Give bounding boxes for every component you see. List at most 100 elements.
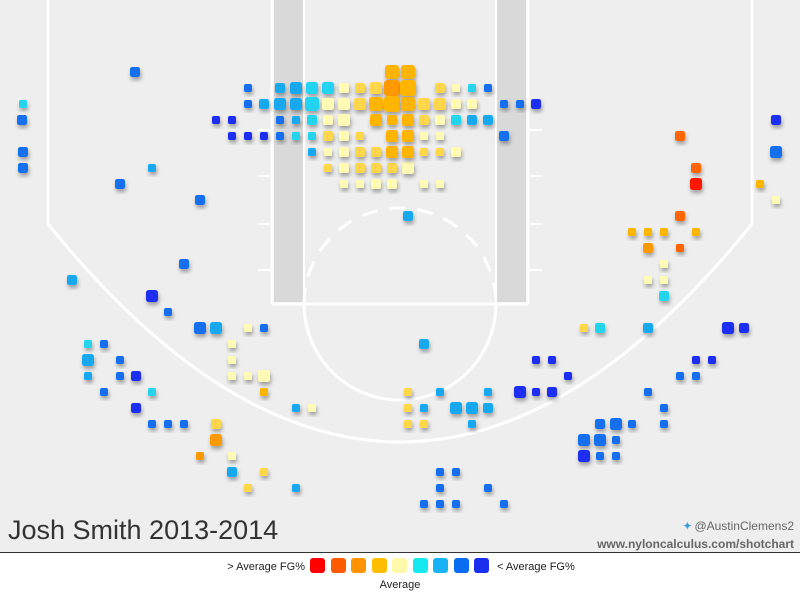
- shot-marker: [18, 163, 28, 173]
- shot-marker: [484, 84, 492, 92]
- shot-marker: [531, 99, 541, 109]
- shot-marker: [401, 65, 415, 79]
- shot-marker: [355, 163, 365, 173]
- shot-marker: [595, 323, 605, 333]
- shot-marker: [420, 500, 428, 508]
- shot-marker: [100, 340, 108, 348]
- shot-marker: [675, 211, 685, 221]
- shot-marker: [194, 322, 206, 334]
- shot-marker: [532, 388, 540, 396]
- shot-marker: [452, 84, 460, 92]
- legend-swatch: [474, 558, 489, 573]
- shot-marker: [660, 260, 668, 268]
- shot-marker: [100, 388, 108, 396]
- shot-marker: [339, 147, 349, 157]
- shot-marker: [420, 132, 428, 140]
- shot-marker: [404, 388, 412, 396]
- shot-marker: [516, 100, 524, 108]
- twitter-credit[interactable]: ✦ @AustinClemens2: [682, 519, 794, 533]
- shot-marker: [275, 83, 285, 93]
- shot-marker: [164, 308, 172, 316]
- legend-color-scale: [310, 558, 492, 576]
- shot-marker: [323, 115, 333, 125]
- shot-marker: [146, 290, 158, 302]
- shot-marker: [259, 99, 269, 109]
- shot-marker: [354, 98, 366, 110]
- shot-marker: [67, 275, 77, 285]
- shot-marker: [436, 180, 444, 188]
- shot-marker: [258, 370, 270, 382]
- shot-marker: [276, 116, 284, 124]
- shot-marker: [228, 116, 236, 124]
- shot-marker: [676, 244, 684, 252]
- shot-marker: [644, 276, 652, 284]
- shot-marker: [195, 195, 205, 205]
- shot-marker: [435, 83, 445, 93]
- shot-marker: [228, 452, 236, 460]
- shot-marker: [384, 80, 400, 96]
- shot-marker: [451, 99, 461, 109]
- shot-marker: [84, 372, 92, 380]
- shot-marker: [451, 115, 461, 125]
- shot-marker: [322, 82, 334, 94]
- shot-marker: [436, 132, 444, 140]
- shot-marker: [436, 500, 444, 508]
- shot-marker: [148, 388, 156, 396]
- shot-marker: [164, 420, 172, 428]
- shot-marker: [548, 356, 556, 364]
- shot-marker: [468, 84, 476, 92]
- shot-marker: [596, 452, 604, 460]
- shot-marker: [578, 450, 590, 462]
- shot-marker: [131, 403, 141, 413]
- shot-marker: [356, 132, 364, 140]
- shot-marker: [690, 178, 702, 190]
- shot-marker: [451, 147, 461, 157]
- site-credit[interactable]: www.nyloncalculus.com/shotchart: [597, 537, 794, 551]
- shot-marker: [691, 163, 701, 173]
- shot-marker: [676, 372, 684, 380]
- shot-marker: [402, 114, 414, 126]
- shot-marker: [244, 132, 252, 140]
- shot-marker: [660, 276, 668, 284]
- shot-marker: [419, 115, 429, 125]
- shot-marker: [692, 228, 700, 236]
- shot-marker: [290, 98, 302, 110]
- shot-marker: [402, 162, 414, 174]
- shot-marker: [244, 100, 252, 108]
- shot-marker: [675, 131, 685, 141]
- shot-marker: [338, 114, 350, 126]
- shot-marker: [212, 116, 220, 124]
- shot-marker: [547, 387, 557, 397]
- shot-marker: [369, 97, 383, 111]
- shot-marker: [130, 67, 140, 77]
- shot-marker: [196, 452, 204, 460]
- shot-marker: [770, 146, 782, 158]
- shot-marker: [370, 82, 382, 94]
- shot-marker: [404, 420, 412, 428]
- shot-marker: [244, 484, 252, 492]
- shot-marker: [211, 419, 221, 429]
- court-svg: [0, 0, 800, 552]
- shot-marker: [370, 114, 382, 126]
- shot-marker: [227, 467, 237, 477]
- shot-marker: [307, 115, 317, 125]
- shot-marker: [355, 83, 365, 93]
- legend-swatch: [310, 558, 325, 573]
- lane-inner-fill: [305, 0, 495, 302]
- shot-marker: [499, 131, 509, 141]
- shot-marker: [564, 372, 572, 380]
- shot-marker: [148, 164, 156, 172]
- shot-marker: [660, 228, 668, 236]
- shot-marker: [484, 388, 492, 396]
- shot-marker: [339, 163, 349, 173]
- shot-marker: [610, 418, 622, 430]
- shot-marker: [612, 436, 620, 444]
- shot-marker: [386, 146, 398, 158]
- shot-marker: [467, 99, 477, 109]
- shot-marker: [500, 100, 508, 108]
- shot-marker: [402, 146, 414, 158]
- shot-marker: [244, 372, 252, 380]
- shot-marker: [260, 388, 268, 396]
- shot-marker: [131, 371, 141, 381]
- shot-marker: [260, 468, 268, 476]
